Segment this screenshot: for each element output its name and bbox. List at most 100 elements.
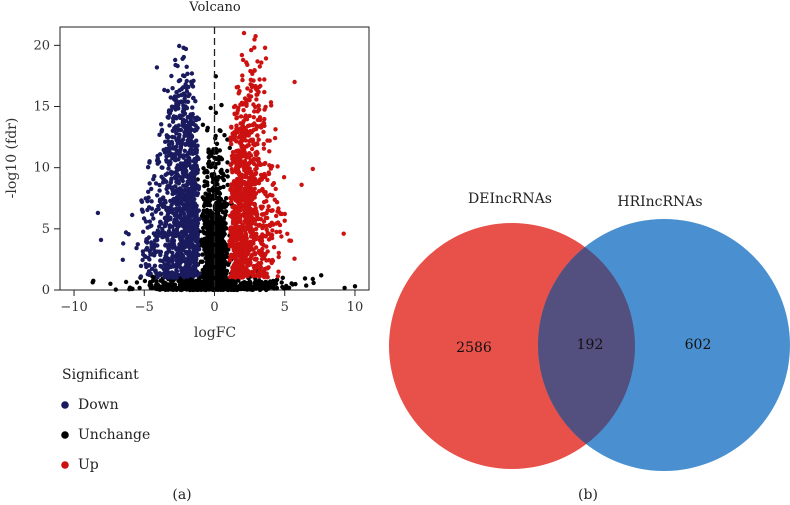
point-unchange bbox=[219, 170, 224, 176]
point-down bbox=[154, 65, 160, 70]
point-up bbox=[246, 155, 252, 160]
point-up bbox=[244, 220, 249, 226]
point-up bbox=[261, 219, 267, 224]
point-up bbox=[254, 123, 259, 128]
point-down bbox=[160, 231, 166, 237]
point-unchange bbox=[219, 243, 224, 248]
point-down bbox=[188, 186, 193, 191]
point-up bbox=[310, 166, 315, 172]
point-down bbox=[164, 207, 169, 212]
point-up bbox=[272, 135, 278, 141]
point-unchange bbox=[197, 276, 202, 281]
point-up bbox=[269, 164, 275, 169]
point-down bbox=[151, 216, 156, 221]
point-down bbox=[191, 193, 196, 198]
point-unchange bbox=[171, 286, 177, 291]
point-up bbox=[260, 246, 265, 252]
point-up bbox=[249, 47, 254, 53]
y-axis: 0 5 10 15 20 bbox=[33, 38, 60, 298]
point-up bbox=[234, 271, 239, 276]
point-up bbox=[233, 253, 238, 259]
point-down bbox=[196, 116, 202, 122]
point-down bbox=[191, 236, 196, 241]
point-unchange bbox=[217, 157, 222, 162]
point-down bbox=[189, 213, 195, 219]
legend-label-down: Down bbox=[78, 397, 119, 413]
point-up bbox=[240, 77, 245, 83]
point-down bbox=[195, 192, 200, 198]
point-down bbox=[141, 229, 146, 234]
point-down bbox=[138, 274, 144, 279]
point-up bbox=[228, 199, 234, 205]
point-down bbox=[174, 171, 179, 176]
point-down bbox=[164, 250, 170, 255]
point-down bbox=[179, 86, 184, 92]
point-up bbox=[252, 186, 257, 191]
point-up bbox=[250, 137, 255, 142]
point-up bbox=[264, 266, 269, 271]
point-unchange bbox=[187, 278, 192, 283]
point-up bbox=[251, 273, 257, 278]
point-down bbox=[189, 206, 194, 212]
point-unchange bbox=[284, 283, 289, 289]
point-down bbox=[172, 213, 177, 218]
point-down bbox=[180, 248, 185, 253]
point-down bbox=[174, 275, 180, 280]
point-up bbox=[266, 258, 272, 263]
point-down bbox=[138, 263, 144, 269]
point-up bbox=[234, 179, 239, 184]
point-up bbox=[268, 235, 273, 241]
point-unchange bbox=[220, 259, 225, 264]
point-up bbox=[246, 133, 251, 138]
point-up bbox=[232, 214, 237, 219]
point-unchange bbox=[113, 287, 119, 292]
point-down bbox=[172, 243, 177, 248]
point-down bbox=[182, 73, 187, 79]
point-up bbox=[247, 229, 253, 234]
point-unchange bbox=[189, 287, 194, 292]
point-down bbox=[157, 188, 162, 193]
point-up bbox=[254, 92, 259, 97]
point-unchange bbox=[213, 136, 218, 141]
point-up bbox=[240, 143, 246, 149]
point-unchange bbox=[214, 141, 220, 146]
point-down bbox=[181, 45, 186, 50]
y-tick-label: 15 bbox=[33, 100, 50, 115]
point-up bbox=[270, 193, 275, 198]
point-down bbox=[165, 216, 170, 221]
point-unchange bbox=[203, 255, 208, 261]
point-unchange bbox=[213, 165, 218, 170]
point-unchange bbox=[202, 202, 207, 207]
point-down bbox=[170, 128, 175, 133]
point-down bbox=[173, 184, 178, 189]
point-down bbox=[184, 78, 189, 84]
point-down bbox=[184, 174, 190, 179]
point-down bbox=[166, 166, 171, 171]
point-up bbox=[246, 169, 252, 175]
point-up bbox=[231, 134, 236, 139]
point-up bbox=[285, 231, 290, 236]
y-tick-label: 5 bbox=[42, 222, 50, 237]
point-down bbox=[167, 265, 172, 270]
point-unchange bbox=[225, 174, 230, 179]
point-unchange bbox=[214, 239, 220, 245]
point-up bbox=[244, 224, 250, 229]
point-down bbox=[176, 93, 181, 98]
point-down bbox=[181, 54, 186, 60]
point-unchange bbox=[159, 284, 164, 290]
point-unchange bbox=[279, 280, 284, 285]
point-unchange bbox=[202, 238, 207, 244]
point-unchange bbox=[200, 285, 205, 291]
point-up bbox=[257, 251, 262, 256]
point-down bbox=[159, 127, 165, 133]
point-up bbox=[240, 248, 245, 253]
point-up bbox=[237, 180, 243, 186]
point-down bbox=[176, 199, 182, 204]
point-up bbox=[235, 219, 241, 225]
point-up bbox=[254, 231, 259, 236]
point-up bbox=[240, 153, 245, 159]
point-down bbox=[147, 248, 153, 253]
point-unchange bbox=[218, 253, 223, 258]
point-up bbox=[242, 96, 248, 101]
point-up bbox=[270, 228, 275, 233]
